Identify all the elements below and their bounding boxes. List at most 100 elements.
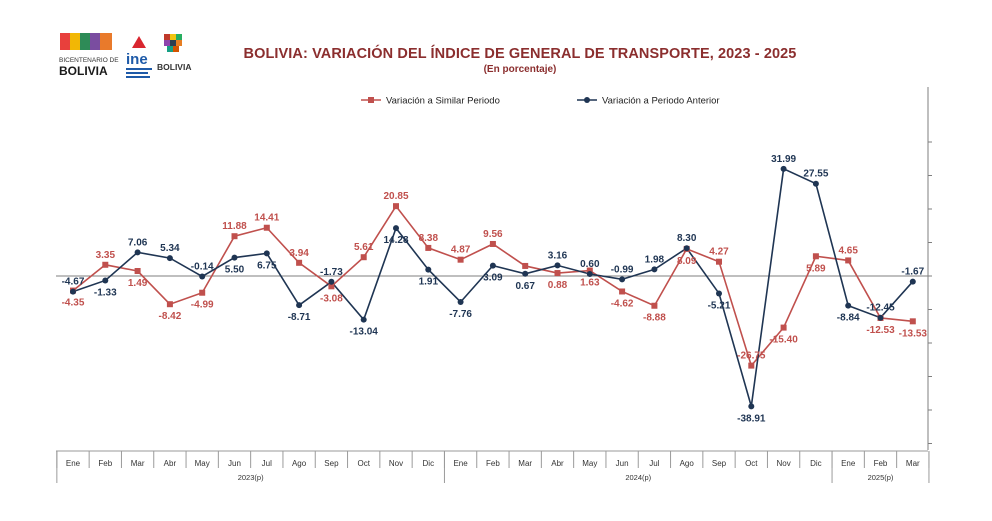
- data-label: 3.94: [289, 248, 309, 259]
- year-label: 2023(p): [238, 473, 264, 482]
- data-label: 1.49: [128, 278, 148, 289]
- x-tick-label: Sep: [324, 459, 339, 468]
- data-point-marker: [748, 362, 755, 369]
- data-label: 0.88: [548, 280, 568, 291]
- data-label: 1.63: [580, 278, 600, 289]
- data-point-marker: [812, 180, 819, 187]
- data-label: 3.16: [548, 250, 568, 261]
- data-point-marker: [360, 316, 367, 323]
- data-point-marker: [199, 273, 206, 280]
- data-label: -13.53: [899, 328, 928, 339]
- data-point-marker: [70, 288, 76, 295]
- data-point-marker: [619, 276, 626, 283]
- data-point-marker: [296, 302, 303, 309]
- data-label: 1.98: [645, 254, 665, 265]
- data-point-marker: [522, 262, 529, 269]
- data-label: -4.62: [611, 298, 634, 309]
- series-lines: [72, 167, 914, 407]
- data-point-marker: [522, 270, 529, 277]
- data-point-marker: [102, 261, 109, 268]
- data-point-marker: [489, 262, 496, 269]
- data-label: 5.50: [225, 265, 245, 276]
- data-point-marker: [586, 267, 593, 274]
- legend-marker: [368, 97, 374, 103]
- bicentenario-logo: BICENTENARIO DE BOLIVIA: [59, 33, 119, 78]
- series-markers: [70, 165, 916, 410]
- data-label: 11.88: [222, 221, 247, 232]
- data-label: 14.28: [383, 235, 408, 246]
- data-label: -1.73: [320, 267, 343, 278]
- year-label: 2024(p): [625, 473, 651, 482]
- data-label: 8.09: [677, 256, 697, 267]
- data-point-marker: [845, 302, 852, 309]
- data-point-marker: [393, 203, 399, 210]
- svg-text:BICENTENARIO DE: BICENTENARIO DE: [59, 57, 119, 64]
- data-point-marker: [328, 283, 335, 290]
- data-point-marker: [554, 262, 561, 269]
- data-label: 5.61: [354, 242, 374, 253]
- data-point-marker: [393, 225, 399, 232]
- x-tick-label: Mar: [131, 459, 145, 468]
- x-tick-label: Ago: [680, 459, 695, 468]
- data-point-marker: [877, 314, 884, 321]
- year-label: 2025(p): [868, 473, 894, 482]
- ine-logo: ine: [126, 36, 152, 78]
- data-point-marker: [457, 256, 464, 263]
- x-axis: Ene Feb Mar Abr May Jun Jul Ago Sep Oct Nov Dic Ene F…: [56, 450, 930, 483]
- data-point-marker: [263, 250, 270, 257]
- data-point-marker: [102, 277, 109, 284]
- series-line-2: [72, 167, 914, 407]
- x-tick-label: Feb: [874, 459, 888, 468]
- data-label: 0.67: [515, 281, 535, 292]
- chart-title: BOLIVIA: VARIACIÓN DEL ÍNDICE DE GENERAL…: [243, 46, 797, 62]
- x-tick-label: Jul: [262, 459, 272, 468]
- data-point-marker: [554, 270, 561, 277]
- data-label: -7.76: [449, 309, 472, 320]
- data-point-marker: [134, 268, 141, 275]
- data-point-marker: [166, 301, 173, 308]
- x-tick-label: Oct: [357, 459, 370, 468]
- data-label: -15.40: [769, 335, 798, 346]
- x-tick-label: Nov: [389, 459, 403, 468]
- data-label: -0.14: [191, 261, 214, 272]
- legend-label: Variación a Similar Periodo: [386, 96, 500, 107]
- x-tick-label: Dic: [810, 459, 822, 468]
- data-label: -3.08: [320, 293, 343, 304]
- svg-text:BOLIVIA: BOLIVIA: [59, 64, 108, 78]
- data-label: -4.67: [62, 277, 85, 288]
- data-point-marker: [651, 302, 658, 309]
- data-label: 1.91: [419, 277, 439, 288]
- data-label: 8.38: [419, 233, 439, 244]
- data-point-marker: [780, 165, 787, 172]
- data-point-marker: [716, 258, 722, 265]
- x-tick-label: Ene: [841, 459, 856, 468]
- data-label: 4.65: [838, 245, 858, 256]
- data-label: -8.71: [288, 312, 311, 323]
- estado-logo: BOLIVIA: [157, 34, 191, 72]
- data-point-marker: [457, 298, 464, 305]
- x-tick-label: Abr: [551, 459, 564, 468]
- data-labels: -4.35 3.35 1.49 -8.42 -4.99 11.88 14.41 3.94 -3.…: [62, 154, 928, 425]
- data-point-marker: [716, 290, 722, 297]
- data-point-marker: [199, 289, 206, 296]
- institution-logos: BICENTENARIO DE BOLIVIA ine BOLIVIA: [59, 33, 191, 78]
- data-label: 27.55: [803, 169, 828, 180]
- x-tick-label: Oct: [745, 459, 758, 468]
- data-point-marker: [425, 266, 432, 273]
- svg-text:BOLIVIA: BOLIVIA: [157, 62, 191, 72]
- data-point-marker: [425, 244, 432, 251]
- data-label: -8.84: [837, 313, 860, 324]
- data-label: -4.99: [191, 300, 214, 311]
- data-label: -4.35: [62, 298, 85, 309]
- data-label: 14.41: [254, 213, 279, 224]
- data-point-marker: [683, 245, 690, 252]
- data-point-marker: [231, 233, 238, 240]
- data-point-marker: [489, 240, 496, 247]
- data-label: -8.88: [643, 313, 666, 324]
- data-label: 4.87: [451, 245, 471, 256]
- x-tick-label: Feb: [486, 459, 500, 468]
- data-label: 0.60: [580, 259, 600, 270]
- data-label: 5.89: [806, 263, 826, 274]
- legend-marker: [584, 97, 590, 103]
